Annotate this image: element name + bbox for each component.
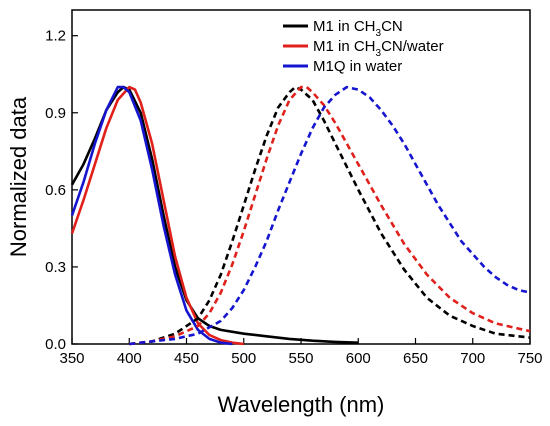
y-tick-label: 0.3	[45, 259, 66, 276]
legend-label: M1Q in water	[313, 58, 402, 75]
series-line-2	[70, 85, 233, 346]
x-tick-label: 350	[59, 350, 84, 367]
y-tick-label: 0.0	[45, 336, 66, 353]
x-tick-label: 450	[174, 350, 199, 367]
x-tick-label: 400	[117, 350, 142, 367]
x-tick-label: 550	[288, 350, 313, 367]
y-axis-title: Normalized data	[6, 96, 31, 257]
y-tick-label: 0.9	[45, 105, 66, 122]
x-tick-label: 600	[346, 350, 371, 367]
plot-frame	[71, 9, 531, 345]
y-tick-label: 0.6	[45, 182, 66, 199]
y-tick-label: 1.2	[45, 28, 66, 45]
series-layer	[70, 85, 531, 346]
x-tick-label: 750	[517, 350, 542, 367]
x-tick-label: 500	[231, 350, 256, 367]
x-axis-title: Wavelength (nm)	[218, 392, 385, 417]
series-line-1	[70, 85, 244, 346]
x-tick-label: 700	[460, 350, 485, 367]
legend-label: M1 in CH3CN	[313, 18, 403, 39]
legend-label: M1 in CH3CN/water	[313, 38, 444, 59]
series-line-5	[129, 85, 531, 346]
series-line-4	[129, 85, 531, 346]
axis-ticks: 350 400 450 500 550 600 650 700 750 0.0 0.3 0.6 0.9 1…	[45, 28, 542, 367]
x-tick-label: 650	[403, 350, 428, 367]
